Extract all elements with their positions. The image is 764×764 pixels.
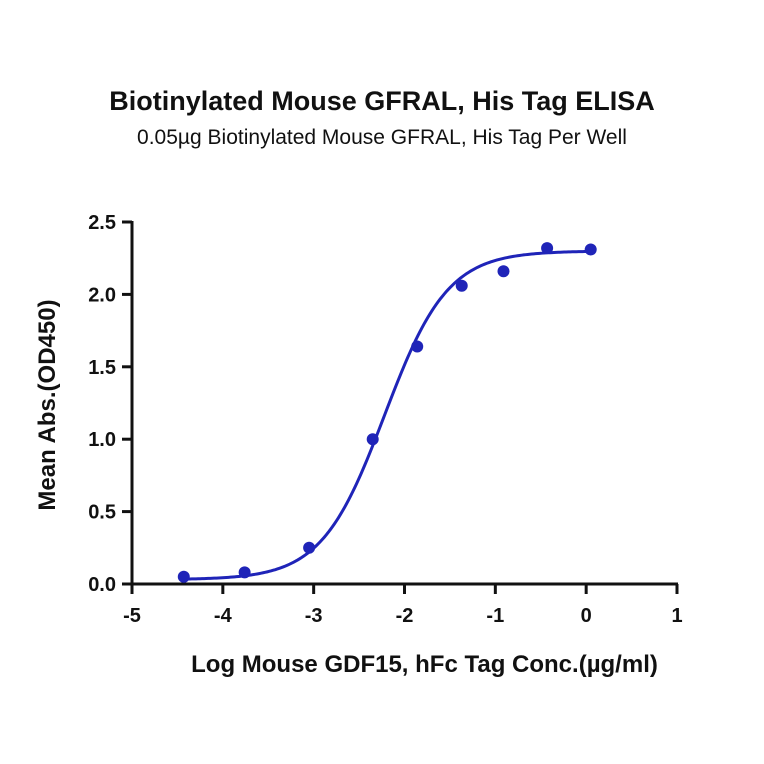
data-point	[584, 243, 597, 256]
data-point	[497, 265, 510, 278]
chart-title: Biotinylated Mouse GFRAL, His Tag ELISA	[109, 86, 655, 116]
data-point	[303, 541, 316, 554]
x-tick-label: -3	[305, 605, 323, 627]
axes	[130, 221, 678, 586]
y-tick-label: 1.5	[88, 357, 116, 379]
data-points	[177, 242, 597, 583]
chart-subtitle: 0.05µg Biotinylated Mouse GFRAL, His Tag…	[137, 126, 627, 149]
data-point	[411, 340, 424, 353]
x-tick-label: 1	[671, 605, 682, 627]
data-point	[541, 242, 554, 255]
x-axis-ticks: -5 -4 -3 -2 -1 0 1	[123, 584, 683, 627]
x-axis-label: Log Mouse GDF15, hFc Tag Conc.(µg/ml)	[191, 651, 658, 678]
data-point	[238, 566, 251, 579]
x-tick-label: -2	[396, 605, 414, 627]
y-tick-label: 2.0	[88, 284, 116, 306]
x-tick-label: 0	[581, 605, 592, 627]
y-tick-label: 1.0	[88, 429, 116, 451]
x-tick-label: -5	[123, 605, 141, 627]
data-point	[366, 433, 379, 446]
y-axis-label: Mean Abs.(OD450)	[34, 299, 61, 510]
x-tick-label: -4	[214, 605, 233, 627]
data-point	[455, 279, 468, 292]
data-point	[177, 570, 190, 583]
y-tick-label: 2.5	[88, 212, 116, 234]
x-tick-label: -1	[486, 605, 504, 627]
y-tick-label: 0.5	[88, 502, 116, 524]
y-tick-label: 0.0	[88, 574, 116, 596]
fit-curve	[183, 249, 591, 581]
y-axis-ticks: 0.0 0.5 1.0 1.5 2.0 2.5	[88, 212, 132, 596]
